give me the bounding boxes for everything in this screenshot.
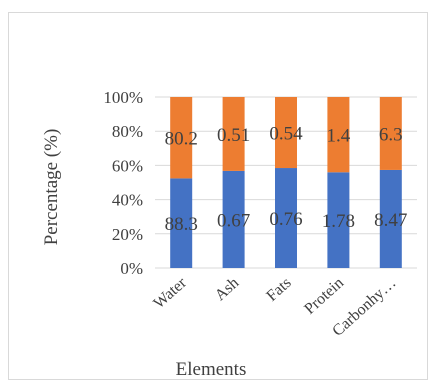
x-axis-ticks: Water Ash Fats ProteinCarbonhy… — [150, 274, 399, 340]
chart-frame: 0% 20% 40% 60% 80% 100% 88.3 80.2 0.67 0.51 0.76 0… — [8, 12, 428, 380]
bar-segment — [222, 97, 245, 171]
data-label: 0.76 — [269, 209, 302, 230]
x-tick-label: Protein — [301, 274, 347, 318]
bar-segment — [327, 172, 350, 268]
y-tick-label: 60% — [112, 156, 143, 175]
y-tick-label: 100% — [103, 88, 143, 107]
x-tick-label: Water — [150, 274, 190, 312]
data-label: 0.51 — [217, 125, 250, 146]
y-tick-label: 40% — [112, 191, 143, 210]
bar-segment — [170, 97, 193, 179]
data-label: 8.47 — [374, 210, 407, 231]
data-label: 80.2 — [165, 129, 198, 150]
bar-segment — [275, 168, 297, 268]
data-label: 1.78 — [322, 211, 355, 232]
data-labels: 88.3 80.2 0.67 0.51 0.76 0.54 1.78 1.4 8.47 6.3 — [165, 124, 408, 236]
y-axis-title: Percentage (%) — [41, 129, 62, 246]
data-label: 6.3 — [379, 124, 403, 145]
data-label: 0.67 — [217, 210, 250, 231]
bar-segment — [275, 97, 297, 169]
x-axis-title: Elements — [176, 359, 247, 380]
stacked-bar-chart: 0% 20% 40% 60% 80% 100% 88.3 80.2 0.67 0.51 0.76 0… — [41, 88, 417, 380]
bar-segment — [170, 178, 193, 268]
y-tick-label: 80% — [112, 122, 143, 141]
data-label: 1.4 — [327, 126, 351, 147]
x-tick-label: Ash — [212, 274, 243, 304]
bars — [170, 97, 402, 268]
y-axis-ticks: 0% 20% 40% 60% 80% 100% — [103, 88, 143, 278]
x-tick-label: Fats — [263, 274, 294, 304]
bar-segment — [379, 97, 402, 170]
y-tick-label: 0% — [120, 259, 143, 278]
bar-segment — [222, 170, 245, 268]
data-label: 0.54 — [269, 124, 303, 145]
data-label: 88.3 — [165, 214, 198, 235]
y-tick-label: 20% — [112, 225, 143, 244]
bar-segment — [327, 97, 350, 173]
bar-segment — [379, 169, 402, 268]
